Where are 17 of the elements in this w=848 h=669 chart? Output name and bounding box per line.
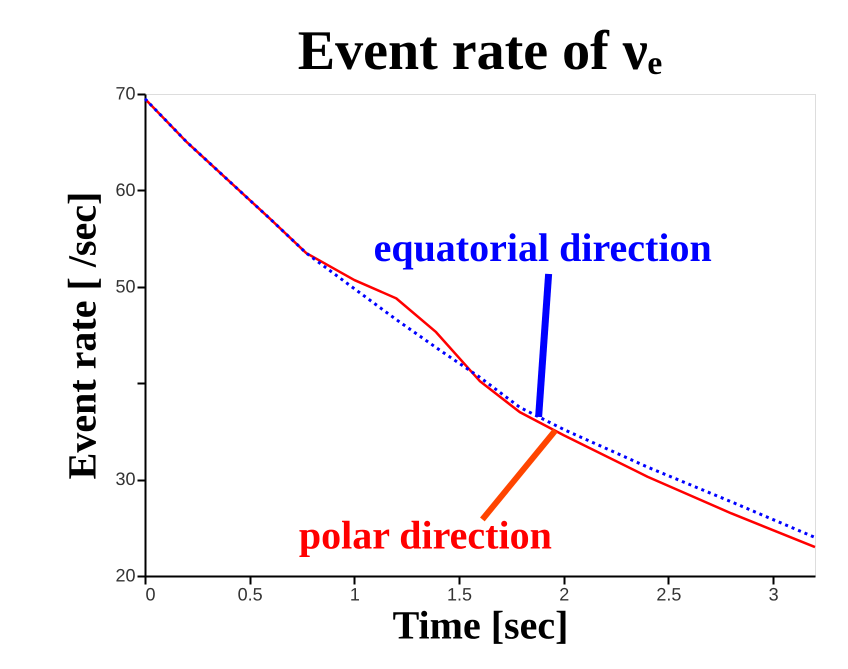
x-tick-label: 1 bbox=[350, 584, 360, 604]
y-tick-label: 50 bbox=[115, 276, 136, 296]
annotation: polar direction bbox=[298, 512, 552, 558]
x-tick-label: 0.5 bbox=[238, 584, 263, 604]
y-tick-label: 20 bbox=[115, 566, 136, 586]
x-tick-label: 2 bbox=[559, 584, 570, 604]
x-tick-label: 3 bbox=[768, 584, 779, 604]
annotation: equatorial direction bbox=[374, 224, 712, 270]
x-tick-label: 1.5 bbox=[447, 584, 472, 604]
y-tick-label: 60 bbox=[115, 180, 136, 200]
x-axis-title: Time [sec] bbox=[392, 602, 568, 648]
y-tick-label: 70 bbox=[115, 84, 136, 104]
y-axis-title: Event rate [ /sec] bbox=[59, 192, 104, 480]
x-tick-label: 0 bbox=[146, 584, 156, 604]
chart-title: Event rate of νₑ bbox=[298, 20, 662, 82]
y-tick-label: 30 bbox=[115, 469, 136, 490]
x-tick-label: 2.5 bbox=[656, 584, 682, 604]
